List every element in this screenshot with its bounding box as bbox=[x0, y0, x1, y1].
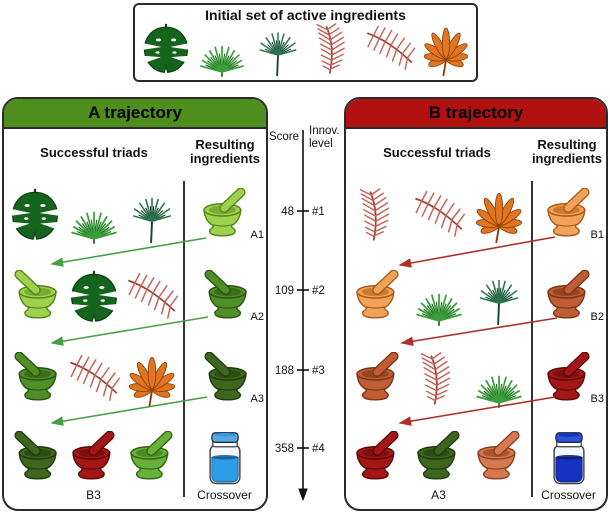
trajectory-row-4: A3 Crossover bbox=[346, 421, 606, 509]
mortar-terracotta-icon bbox=[350, 351, 406, 409]
trajectory-row-3: B3 bbox=[346, 339, 606, 421]
crossover-label: Crossover bbox=[541, 488, 596, 502]
innov-tick-4: #4 bbox=[312, 443, 325, 455]
pink-feather-upright-leaf-icon bbox=[411, 351, 467, 409]
trajectory-row-1: A1 bbox=[4, 175, 266, 257]
trajectory-row-4: B3 Crossover bbox=[4, 421, 266, 509]
col-header-successful-triads: Successful triads bbox=[383, 144, 491, 160]
monstera-leaf-icon bbox=[7, 187, 63, 245]
result-label-a2: A2 bbox=[250, 311, 264, 323]
innov-tick-3: #3 bbox=[312, 365, 325, 377]
mortar-dark-green-icon bbox=[197, 351, 253, 409]
panel-a-title: A trajectory bbox=[88, 103, 182, 122]
orange-fatsia-leaf-icon bbox=[471, 187, 527, 245]
mortar-green-icon bbox=[7, 351, 63, 409]
mortar-dark-green-icon bbox=[411, 430, 467, 488]
small-fan-palm-leaf-icon bbox=[124, 187, 180, 245]
trajectory-row-2: B2 bbox=[346, 257, 606, 339]
result-label-b2: B2 bbox=[590, 311, 604, 323]
result-label-a1: A1 bbox=[250, 229, 264, 241]
mortar-dark-red-icon bbox=[350, 430, 406, 488]
score-tick-4: 358 bbox=[275, 443, 294, 455]
small-fan-palm-leaf-icon bbox=[471, 269, 527, 327]
initial-ingredients-box: Initial set of active ingredients bbox=[133, 3, 478, 82]
fan-palm-leaf-icon bbox=[66, 187, 122, 245]
panel-b-title: B trajectory bbox=[428, 103, 524, 122]
monstera-leaf-icon bbox=[66, 269, 122, 327]
mortar-green-icon bbox=[197, 269, 253, 327]
mortar-dark-red-icon bbox=[66, 430, 122, 488]
fan-palm-leaf-icon bbox=[411, 269, 467, 327]
triad-label-a3: A3 bbox=[431, 488, 446, 502]
score-axis: Score Innov. level 48 #1 109 #2 188 #3 3… bbox=[268, 98, 346, 512]
pink-feather-angled-leaf-icon bbox=[411, 187, 467, 245]
score-tick-3: 188 bbox=[275, 365, 294, 377]
panel-a-trajectory: A trajectory Successful triads Resulting… bbox=[2, 97, 268, 511]
panel-a-header: A trajectory bbox=[4, 99, 266, 129]
score-tick-1: 48 bbox=[281, 206, 294, 218]
score-tick-2: 109 bbox=[275, 285, 294, 297]
mortar-dark-red-icon bbox=[541, 351, 597, 409]
orange-fatsia-leaf-icon bbox=[419, 23, 473, 77]
initial-ingredients-row bbox=[135, 23, 476, 77]
score-axis-label: Score bbox=[269, 131, 299, 143]
fan-palm-leaf-icon bbox=[471, 351, 527, 409]
mortar-terracotta-icon bbox=[541, 269, 597, 327]
panel-b-header: B trajectory bbox=[346, 99, 606, 129]
trajectory-row-1: B1 bbox=[346, 175, 606, 257]
triad-label-b3: B3 bbox=[86, 488, 101, 502]
initial-ingredients-title: Initial set of active ingredients bbox=[205, 7, 406, 23]
mortar-light-green-icon bbox=[197, 187, 253, 245]
mortar-bright-green-icon bbox=[124, 430, 180, 488]
result-label-b3: B3 bbox=[590, 393, 604, 405]
pink-feather-upright-leaf-icon bbox=[350, 187, 406, 245]
pink-feather-upright-leaf-icon bbox=[307, 23, 361, 77]
small-fan-palm-leaf-icon bbox=[251, 23, 305, 77]
mortar-dark-green-icon bbox=[7, 430, 63, 488]
innov-level-label-line1: Innov. bbox=[309, 125, 339, 137]
mortar-light-green-icon bbox=[7, 269, 63, 327]
result-label-a3: A3 bbox=[250, 393, 264, 405]
innov-level-label-line2: level bbox=[309, 138, 333, 150]
fan-palm-leaf-icon bbox=[195, 23, 249, 77]
jar-light-blue-icon bbox=[197, 430, 253, 488]
panel-b-trajectory: B trajectory Successful triads Resulting… bbox=[344, 97, 608, 511]
pink-feather-angled-leaf-icon bbox=[363, 23, 417, 77]
col-header-resulting-ingredients: Resulting ingredients bbox=[531, 136, 603, 166]
trajectory-row-2: A2 bbox=[4, 257, 266, 339]
col-header-resulting-ingredients: Resulting ingredients bbox=[189, 136, 261, 166]
innov-tick-1: #1 bbox=[312, 206, 325, 218]
innov-tick-2: #2 bbox=[312, 285, 325, 297]
col-header-successful-triads: Successful triads bbox=[40, 144, 148, 160]
orange-fatsia-leaf-icon bbox=[124, 351, 180, 409]
result-label-b1: B1 bbox=[590, 229, 604, 241]
monstera-leaf-icon bbox=[139, 23, 193, 77]
mortar-orange-icon bbox=[350, 269, 406, 327]
jar-dark-blue-icon bbox=[541, 430, 597, 488]
trajectory-row-3: A3 bbox=[4, 339, 266, 421]
mortar-terracotta-light-icon bbox=[471, 430, 527, 488]
pink-feather-angled-leaf-icon bbox=[66, 351, 122, 409]
crossover-label: Crossover bbox=[197, 488, 252, 502]
mortar-orange-icon bbox=[541, 187, 597, 245]
pink-feather-angled-leaf-icon bbox=[124, 269, 180, 327]
